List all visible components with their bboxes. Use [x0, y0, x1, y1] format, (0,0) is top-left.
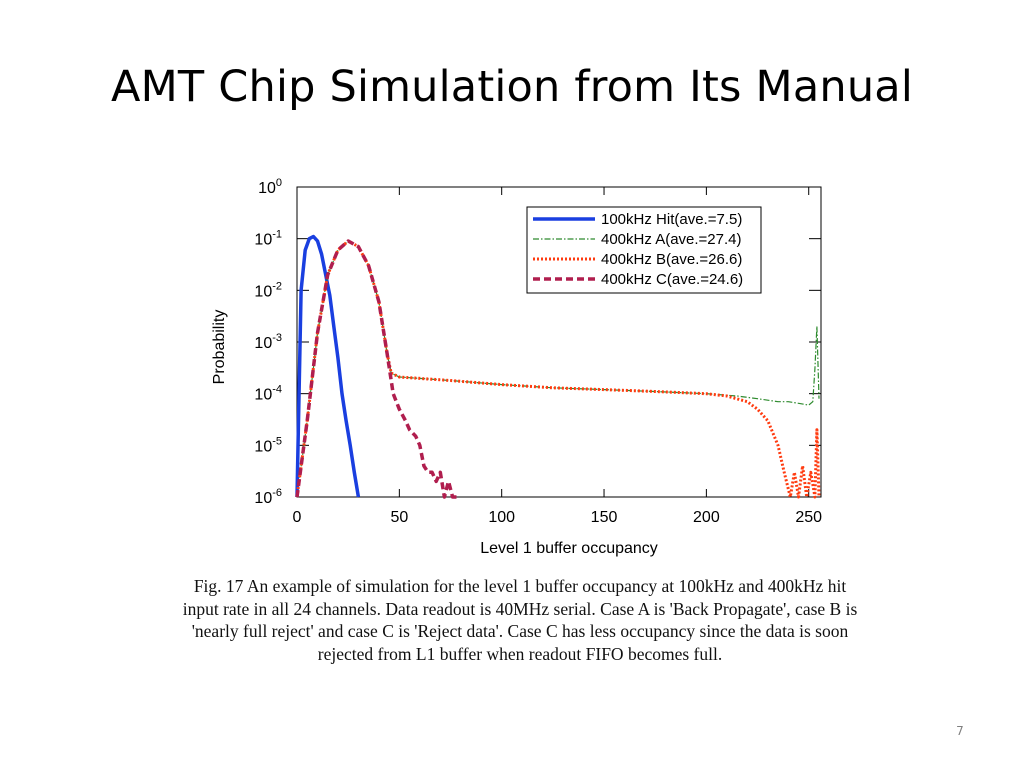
legend-label-4: 400kHz C(ave.=24.6)	[601, 271, 743, 288]
figure-caption: Fig. 17 An example of simulation for the…	[96, 575, 944, 665]
x-tick-label: 200	[693, 509, 720, 526]
x-tick-label: 250	[795, 509, 822, 526]
caption-line-1: Fig. 17 An example of simulation for the…	[193, 576, 847, 596]
series-line-1	[295, 234, 361, 498]
x-tick-label: 100	[488, 509, 515, 526]
caption-line-4: rejected from L1 buffer when readout FIF…	[317, 643, 723, 664]
y-tick-label: 10-5	[254, 435, 282, 455]
x-axis-label: Level 1 buffer occupancy	[480, 540, 658, 557]
x-tick-label: 50	[390, 509, 408, 526]
legend-label-3: 400kHz B(ave.=26.6)	[601, 251, 742, 268]
y-axis-label: Probability	[211, 310, 228, 385]
y-tick-label: 10-1	[254, 229, 282, 249]
x-tick-label: 0	[293, 509, 302, 526]
x-tick-label: 150	[591, 509, 618, 526]
y-tick-label: 10-6	[254, 487, 282, 507]
legend-label-1: 100kHz Hit(ave.=7.5)	[601, 211, 742, 228]
legend-label-2: 400kHz A(ave.=27.4)	[601, 231, 742, 248]
series-line-4	[295, 239, 457, 499]
slide-title: AMT Chip Simulation from Its Manual	[111, 62, 913, 112]
page-number: 7	[956, 724, 964, 738]
y-tick-label: 10-3	[254, 332, 282, 352]
y-tick-label: 100	[258, 177, 282, 197]
y-tick-label: 10-4	[254, 384, 282, 404]
caption-line-2: input rate in all 24 channels. Data read…	[182, 598, 858, 619]
y-tick-label: 10-2	[254, 280, 282, 300]
caption-line-3: 'nearly full reject' and case C is 'Reje…	[191, 621, 849, 641]
